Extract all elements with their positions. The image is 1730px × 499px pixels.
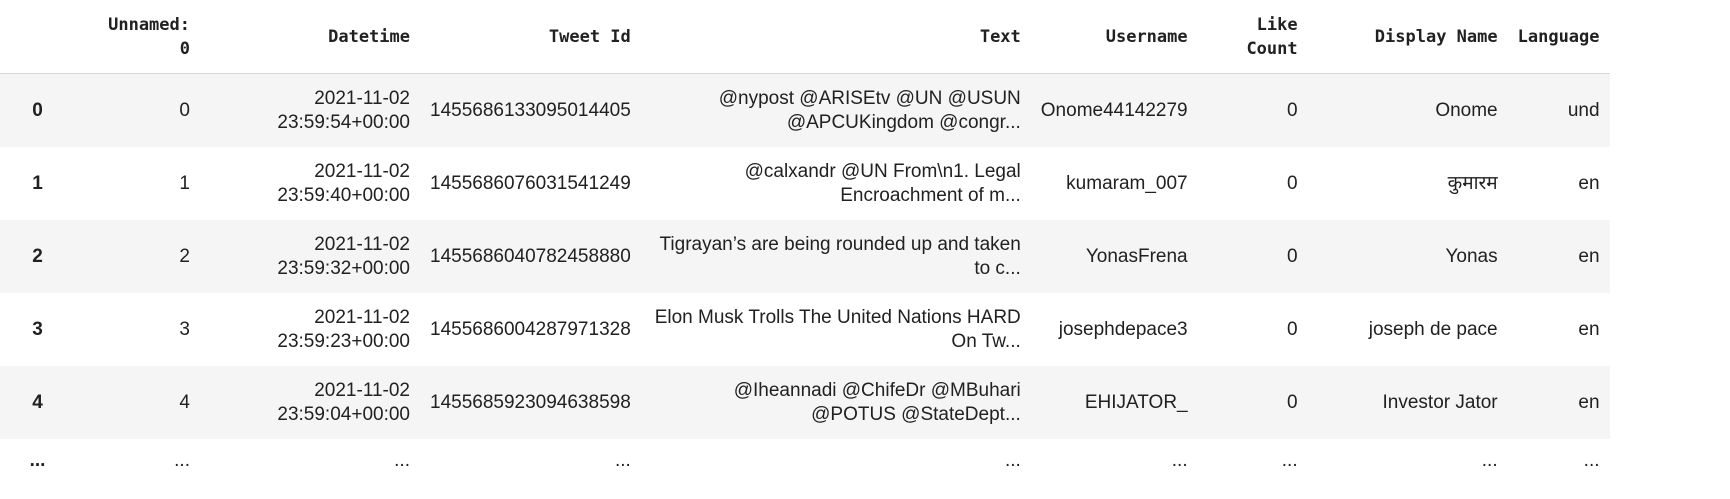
ellipsis-row: ........................... <box>0 439 1610 499</box>
cell-index: 1 <box>0 147 75 220</box>
cell-username: Onome44142279 <box>1031 74 1198 148</box>
cell-language: en <box>1508 220 1610 293</box>
cell-like-count: 0 <box>1198 293 1308 366</box>
cell-language: und <box>1508 74 1610 148</box>
cell-language: en <box>1508 366 1610 439</box>
ellipsis-cell: ... <box>420 439 641 499</box>
cell-unnamed: 0 <box>75 74 200 148</box>
tweet-id-header: Tweet Id <box>420 0 641 74</box>
username-header: Username <box>1031 0 1198 74</box>
cell-unnamed: 1 <box>75 147 200 220</box>
cell-index: 3 <box>0 293 75 366</box>
cell-datetime: 2021-11-02 23:59:40+00:00 <box>200 147 420 220</box>
language-header: Language <box>1508 0 1610 74</box>
cell-display-name: Investor Jator <box>1308 366 1508 439</box>
cell-like-count: 0 <box>1198 74 1308 148</box>
datetime-header: Datetime <box>200 0 420 74</box>
cell-language: en <box>1508 147 1610 220</box>
ellipsis-cell: ... <box>1031 439 1198 499</box>
cell-display-name: Yonas <box>1308 220 1508 293</box>
ellipsis-cell: ... <box>75 439 200 499</box>
ellipsis-cell: ... <box>641 439 1031 499</box>
text-header: Text <box>641 0 1031 74</box>
ellipsis-cell: ... <box>200 439 420 499</box>
ellipsis-cell: ... <box>0 439 75 499</box>
cell-text: Tigrayan’s are being rounded up and take… <box>641 220 1031 293</box>
cell-username: EHIJATOR_ <box>1031 366 1198 439</box>
cell-unnamed: 4 <box>75 366 200 439</box>
cell-display-name: Onome <box>1308 74 1508 148</box>
unnamed-0-header: Unnamed: 0 <box>75 0 200 74</box>
ellipsis-cell: ... <box>1198 439 1308 499</box>
cell-index: 4 <box>0 366 75 439</box>
cell-like-count: 0 <box>1198 147 1308 220</box>
cell-text: @calxandr @UN From\n1. Legal Encroachmen… <box>641 147 1031 220</box>
cell-datetime: 2021-11-02 23:59:54+00:00 <box>200 74 420 148</box>
cell-tweet-id: 1455686076031541249 <box>420 147 641 220</box>
cell-username: kumaram_007 <box>1031 147 1198 220</box>
cell-index: 0 <box>0 74 75 148</box>
cell-tweet-id: 1455686133095014405 <box>420 74 641 148</box>
ellipsis-cell: ... <box>1508 439 1610 499</box>
like-count-header: Like Count <box>1198 0 1308 74</box>
index-header <box>0 0 75 74</box>
cell-language: en <box>1508 293 1610 366</box>
cell-display-name: कुमारम <box>1308 147 1508 220</box>
cell-index: 2 <box>0 220 75 293</box>
cell-display-name: joseph de pace <box>1308 293 1508 366</box>
cell-tweet-id: 1455686040782458880 <box>420 220 641 293</box>
cell-username: josephdepace3 <box>1031 293 1198 366</box>
display-name-header: Display Name <box>1308 0 1508 74</box>
cell-datetime: 2021-11-02 23:59:23+00:00 <box>200 293 420 366</box>
cell-unnamed: 3 <box>75 293 200 366</box>
cell-text: Elon Musk Trolls The United Nations HARD… <box>641 293 1031 366</box>
ellipsis-cell: ... <box>1308 439 1508 499</box>
cell-like-count: 0 <box>1198 366 1308 439</box>
cell-text: @Iheannadi @ChifeDr @MBuhari @POTUS @Sta… <box>641 366 1031 439</box>
cell-like-count: 0 <box>1198 220 1308 293</box>
cell-datetime: 2021-11-02 23:59:32+00:00 <box>200 220 420 293</box>
cell-username: YonasFrena <box>1031 220 1198 293</box>
cell-tweet-id: 1455685923094638598 <box>420 366 641 439</box>
cell-tweet-id: 1455686004287971328 <box>420 293 641 366</box>
cell-unnamed: 2 <box>75 220 200 293</box>
cell-text: @nypost @ARISEtv @UN @USUN @APCUKingdom … <box>641 74 1031 148</box>
cell-datetime: 2021-11-02 23:59:04+00:00 <box>200 366 420 439</box>
